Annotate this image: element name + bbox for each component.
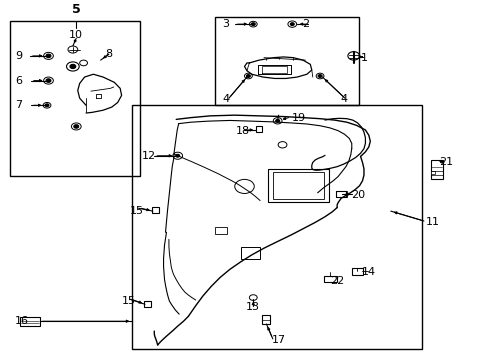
Circle shape — [246, 75, 250, 77]
Text: 22: 22 — [329, 276, 344, 286]
Text: 12: 12 — [142, 152, 156, 161]
Circle shape — [251, 23, 255, 26]
Bar — [215, 17, 358, 105]
Text: 10: 10 — [69, 30, 83, 40]
Text: 5: 5 — [72, 3, 81, 16]
Text: 19: 19 — [292, 113, 306, 123]
Text: 21: 21 — [439, 157, 453, 167]
Bar — [215, 227, 227, 234]
Text: 6: 6 — [15, 76, 22, 86]
Circle shape — [290, 23, 294, 26]
Bar — [267, 169, 328, 202]
Bar — [256, 126, 262, 132]
Bar — [20, 317, 40, 326]
Text: 20: 20 — [350, 190, 364, 200]
Circle shape — [275, 120, 279, 122]
Circle shape — [175, 154, 179, 157]
Text: 9: 9 — [15, 51, 22, 61]
Bar — [10, 21, 140, 176]
Bar — [335, 191, 345, 197]
Text: 15: 15 — [121, 296, 135, 306]
Text: 18: 18 — [236, 126, 250, 136]
Text: 13: 13 — [245, 302, 259, 312]
Circle shape — [45, 104, 49, 107]
Bar — [272, 172, 324, 199]
Text: 2: 2 — [302, 19, 308, 29]
Circle shape — [70, 64, 76, 69]
Circle shape — [74, 125, 79, 128]
Bar — [240, 247, 260, 259]
Text: 4: 4 — [340, 94, 347, 104]
Text: 4: 4 — [222, 94, 229, 104]
Text: 16: 16 — [15, 316, 29, 326]
Bar — [430, 160, 442, 179]
Circle shape — [318, 75, 322, 77]
Bar — [430, 171, 434, 174]
Text: 3: 3 — [222, 19, 229, 29]
Bar — [152, 207, 158, 213]
Text: 11: 11 — [425, 217, 439, 227]
Bar — [144, 301, 151, 307]
Text: 15: 15 — [130, 206, 144, 216]
Bar — [261, 315, 270, 324]
Text: 17: 17 — [271, 335, 285, 345]
Bar — [324, 276, 336, 282]
Text: 7: 7 — [15, 100, 22, 110]
Circle shape — [46, 79, 51, 82]
Text: 1: 1 — [360, 53, 367, 63]
Bar — [351, 267, 362, 275]
Text: 8: 8 — [105, 49, 112, 59]
Text: 14: 14 — [361, 267, 375, 277]
Circle shape — [46, 54, 51, 58]
Bar — [132, 105, 422, 349]
